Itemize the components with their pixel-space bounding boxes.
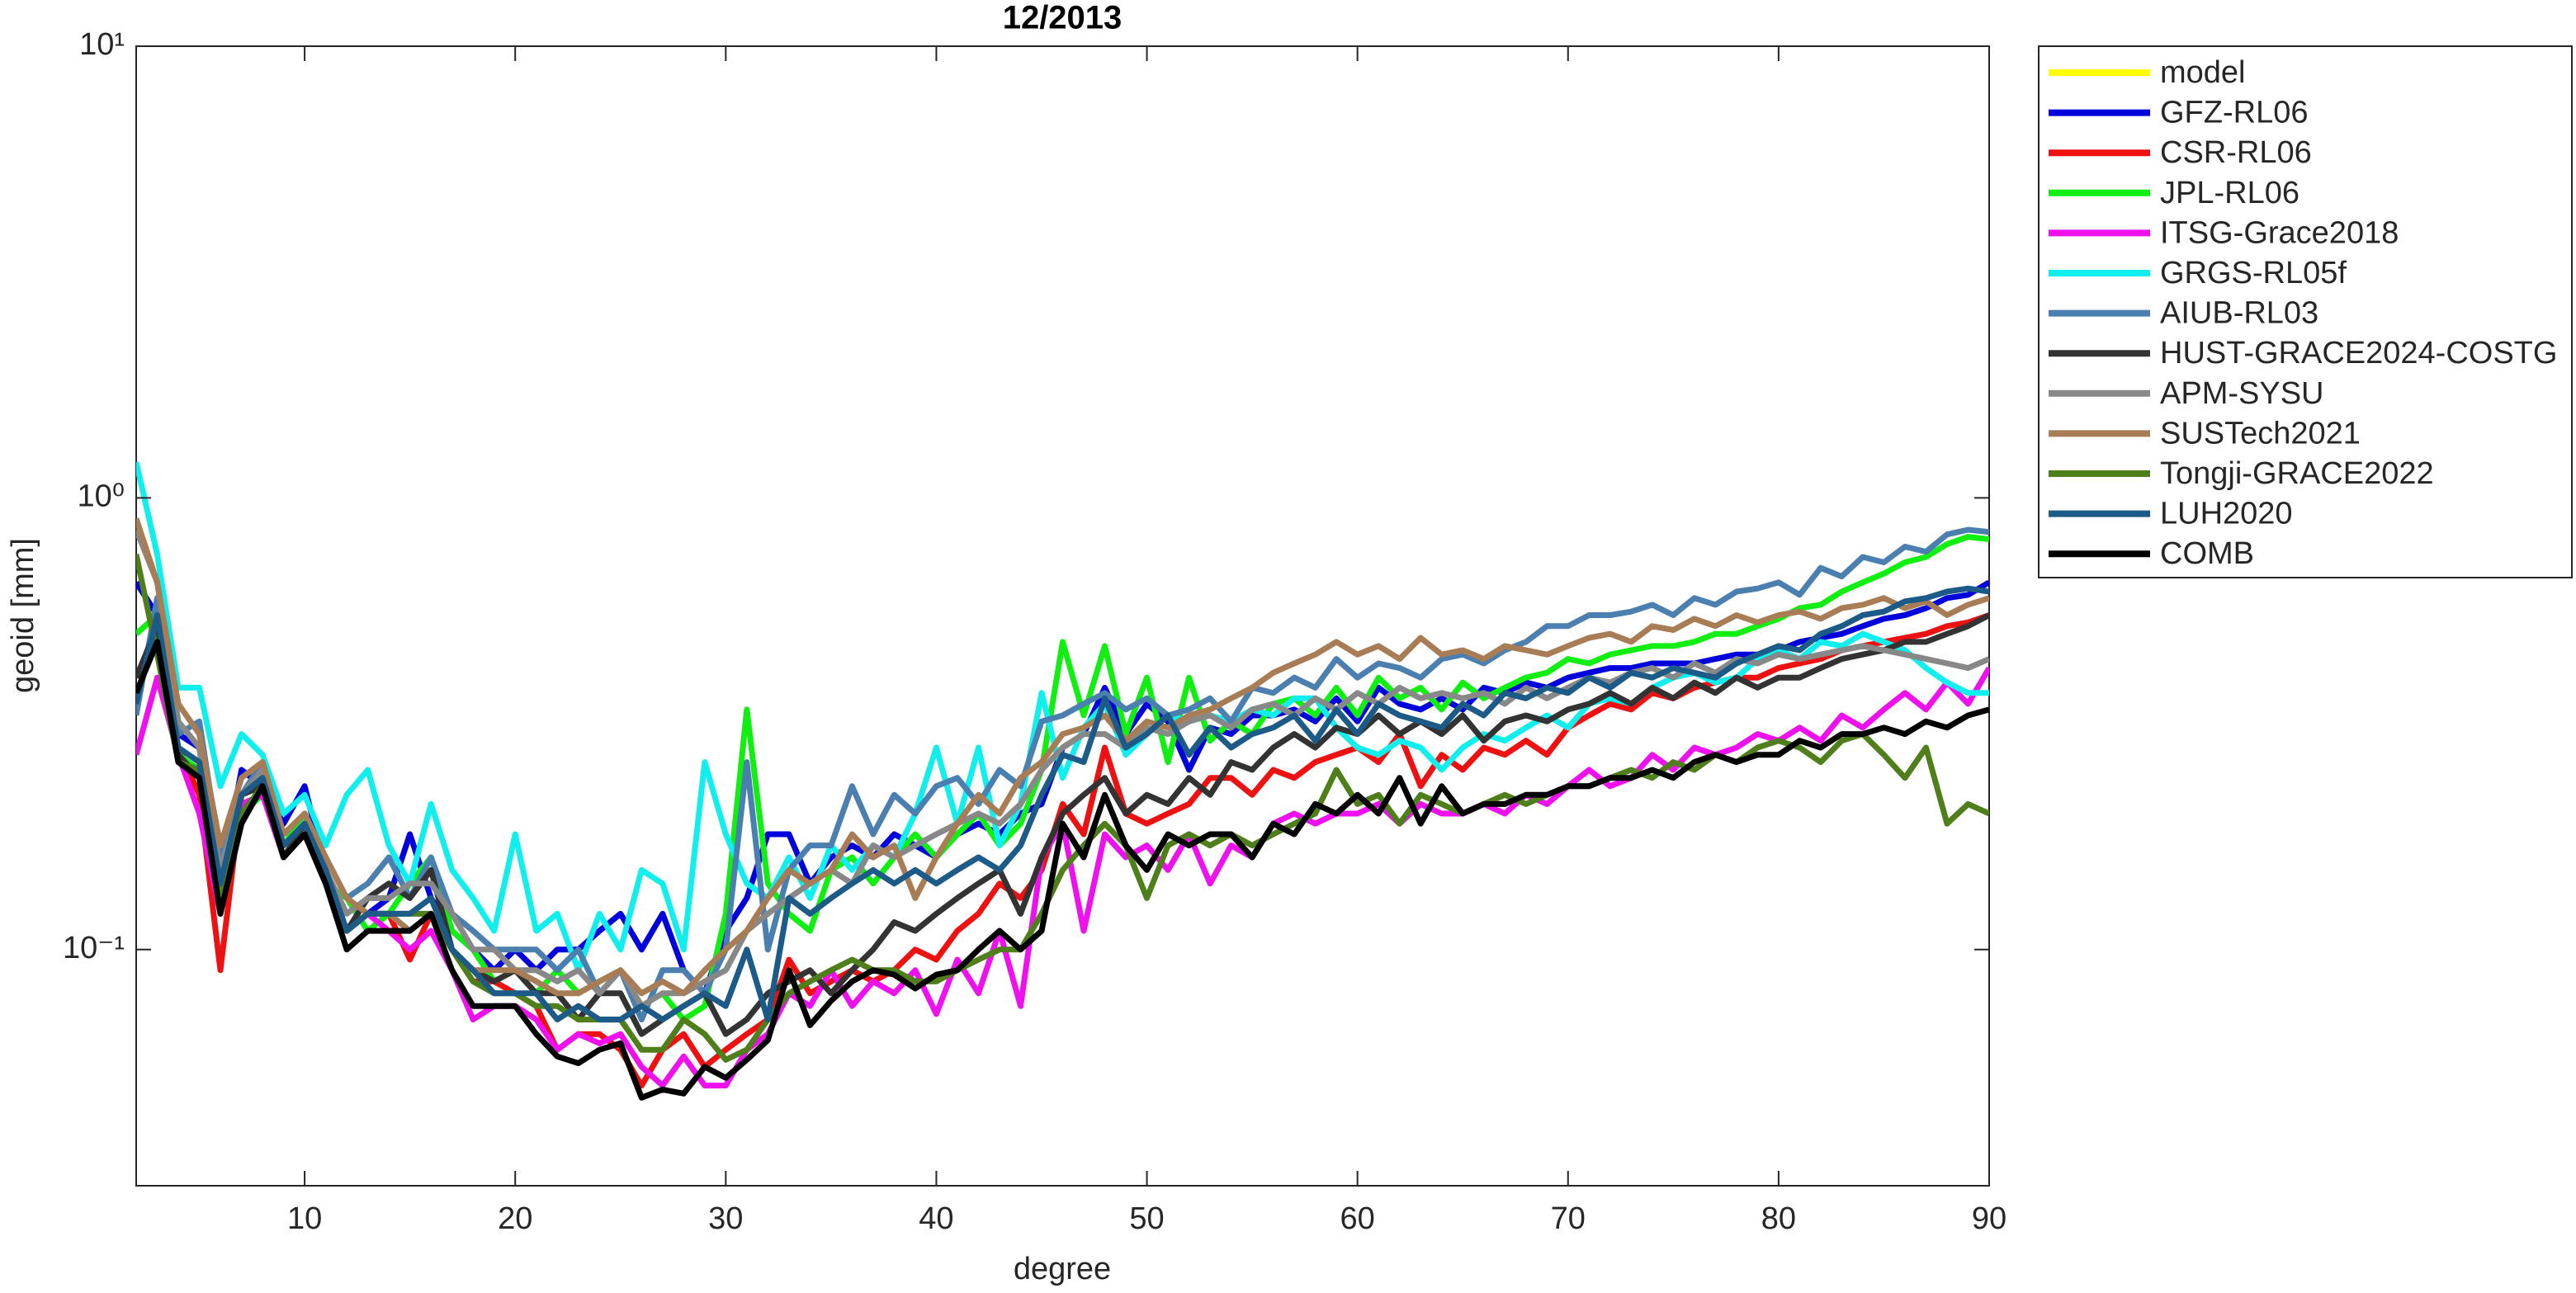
y-axis-label: geoid [mm] [6, 538, 40, 693]
x-tick-label: 30 [708, 1201, 743, 1236]
series-line [136, 526, 1989, 1023]
series-line [136, 528, 1989, 1009]
lines [136, 461, 1989, 1101]
legend-label: AIUB-RL03 [2160, 296, 2318, 331]
series-line [136, 639, 1989, 1101]
legend-label: GRGS-RL05f [2160, 256, 2347, 290]
x-tick-label: 90 [1972, 1201, 2006, 1236]
legend-label: SUSTech2021 [2160, 416, 2361, 451]
x-tick-label: 50 [1129, 1201, 1164, 1236]
x-tick-label: 60 [1340, 1201, 1375, 1236]
legend-label: model [2160, 55, 2246, 90]
x-tick-label: 70 [1551, 1201, 1586, 1236]
legend-label: COMB [2160, 536, 2254, 571]
x-tick-label: 10 [287, 1201, 322, 1236]
y-tick-label: 10⁻¹ [63, 931, 125, 965]
x-axis-label: degree [1014, 1252, 1111, 1286]
x-tick-label: 20 [498, 1201, 532, 1236]
series-line [136, 585, 1989, 1023]
y-tick-label: 10¹ [79, 27, 125, 62]
legend-label: APM-SYSU [2160, 376, 2323, 411]
legend-label: CSR-RL06 [2160, 135, 2312, 170]
legend-label: Tongji-GRACE2022 [2160, 456, 2434, 491]
x-tick-label: 40 [919, 1201, 953, 1236]
y-tick-label: 10⁰ [77, 479, 125, 513]
plot-area [135, 45, 1990, 1187]
legend-label: GFZ-RL06 [2160, 96, 2308, 130]
legend-label: LUH2020 [2160, 497, 2293, 531]
legend-label: JPL-RL06 [2160, 176, 2299, 210]
legend-label: ITSG-Grace2018 [2160, 215, 2399, 250]
legend-label: HUST-GRACE2024-COSTG [2160, 336, 2557, 370]
chart-title: 12/2013 [1003, 0, 1123, 36]
x-tick-label: 80 [1761, 1201, 1796, 1236]
series-line [136, 612, 1989, 1037]
